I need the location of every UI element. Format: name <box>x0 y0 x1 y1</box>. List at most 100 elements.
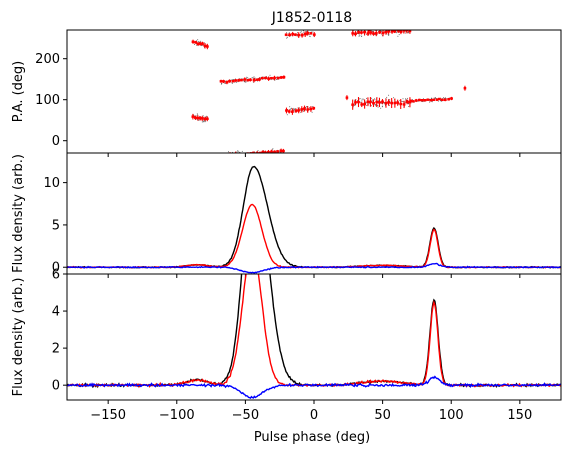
pa-sample-dot <box>383 166 384 167</box>
pa-point <box>279 76 283 79</box>
pa-sample-dot <box>427 162 428 163</box>
pa-point <box>440 98 444 102</box>
pa-sample-dot <box>364 171 365 172</box>
pa-sample-dot <box>225 154 226 155</box>
pa-sample-dot <box>402 98 404 100</box>
pa-point <box>306 31 309 35</box>
pa-sample-dot <box>224 155 225 156</box>
y-axis-label-pa: P.A. (deg) <box>11 61 26 123</box>
pa-sample-dot <box>429 101 431 103</box>
pa-point <box>402 103 406 106</box>
pa-point <box>360 103 364 106</box>
pa-sample-dot <box>241 154 242 155</box>
pa-sample-dot <box>425 167 426 168</box>
pa-sample-dot <box>408 106 410 107</box>
pa-sample-dot <box>393 166 394 167</box>
pa-point <box>414 167 417 169</box>
pa-sample-dot <box>444 167 445 168</box>
pa-sample-dot <box>367 168 368 169</box>
pa-point <box>360 31 363 34</box>
pa-point <box>411 100 415 103</box>
pa-sample-dot <box>438 165 439 166</box>
pa-sample-dot <box>409 166 410 167</box>
pa-sample-dot <box>234 81 236 83</box>
pa-sample-dot <box>382 166 383 167</box>
pa-sample-dot <box>300 111 302 113</box>
pa-point <box>429 98 433 102</box>
x-tick-label: 100 <box>439 408 464 423</box>
pa-sample-dot <box>374 171 375 172</box>
pa-sample-dot <box>434 97 436 99</box>
pa-sample-dot <box>404 165 405 166</box>
pa-sample-dot <box>289 108 291 110</box>
pa-sample-dot <box>230 154 231 155</box>
y-tick-label: 0 <box>52 379 60 394</box>
pa-point <box>375 168 378 170</box>
pa-sample-dot <box>410 163 411 164</box>
x-tick-label: −100 <box>159 408 195 423</box>
pa-point <box>399 166 402 168</box>
pa-sample-dot <box>358 35 360 37</box>
pa-point <box>351 32 355 35</box>
pa-sample-dot <box>232 79 234 81</box>
pa-sample-dot <box>417 164 418 165</box>
pa-point <box>261 150 265 153</box>
pa-sample-dot <box>449 165 450 166</box>
pa-sample-dot <box>388 169 389 170</box>
pa-point <box>450 97 453 100</box>
pa-sample-dot <box>411 99 413 100</box>
pa-sample-dot <box>242 154 243 155</box>
pa-point <box>255 78 259 81</box>
pa-point <box>196 116 200 120</box>
pa-point <box>411 167 414 169</box>
pa-point <box>369 31 373 34</box>
pa-point <box>378 101 381 104</box>
pa-sample-dot <box>399 169 400 170</box>
pa-sample-dot <box>365 104 367 106</box>
series-total-profile-full <box>67 165 561 269</box>
pa-sample-dot <box>420 168 421 169</box>
pa-sample-dot <box>370 105 372 107</box>
pa-point <box>294 109 298 112</box>
pa-sample-dot <box>238 155 239 156</box>
pa-sample-dot <box>423 165 424 166</box>
plot-area-profile-full <box>67 165 561 274</box>
pa-sample-dot <box>222 155 223 156</box>
pa-sample-dot <box>399 99 401 101</box>
pa-sample-dot <box>224 82 226 84</box>
pa-sample-dot <box>413 170 414 171</box>
pa-sample-dot <box>370 169 371 170</box>
pa-sample-dot <box>447 165 448 166</box>
pa-sample-dot <box>272 149 273 151</box>
pa-sample-dot <box>406 167 407 168</box>
pa-sample-dot <box>383 172 384 173</box>
pa-point <box>390 30 394 33</box>
pa-sample-dot <box>425 168 426 169</box>
pa-sample-dot <box>374 34 376 36</box>
pa-sample-dot <box>260 154 261 155</box>
pa-sample-dot <box>289 106 291 108</box>
pa-point <box>225 81 229 84</box>
pa-sample-dot <box>418 167 419 168</box>
pa-sample-dot <box>386 96 388 98</box>
pa-point <box>252 151 255 153</box>
pa-sample-dot <box>397 168 398 169</box>
y-tick-label: 0 <box>52 261 60 276</box>
pa-sample-dot <box>379 167 380 168</box>
pa-point <box>381 168 384 170</box>
pa-sample-dot <box>431 165 432 166</box>
pa-point <box>196 42 200 46</box>
pa-sample-dot <box>417 168 418 169</box>
pa-point <box>402 30 406 32</box>
pa-sample-dot <box>376 170 377 171</box>
pa-point <box>396 166 399 168</box>
pa-point <box>375 100 379 104</box>
pa-point <box>405 30 409 32</box>
pa-sample-dot <box>286 36 288 38</box>
pa-sample-dot <box>423 168 424 169</box>
y-tick-label: 10 <box>43 176 60 191</box>
pa-point <box>366 32 370 35</box>
pa-sample-dot <box>357 167 358 168</box>
pa-sample-dot <box>396 30 397 32</box>
